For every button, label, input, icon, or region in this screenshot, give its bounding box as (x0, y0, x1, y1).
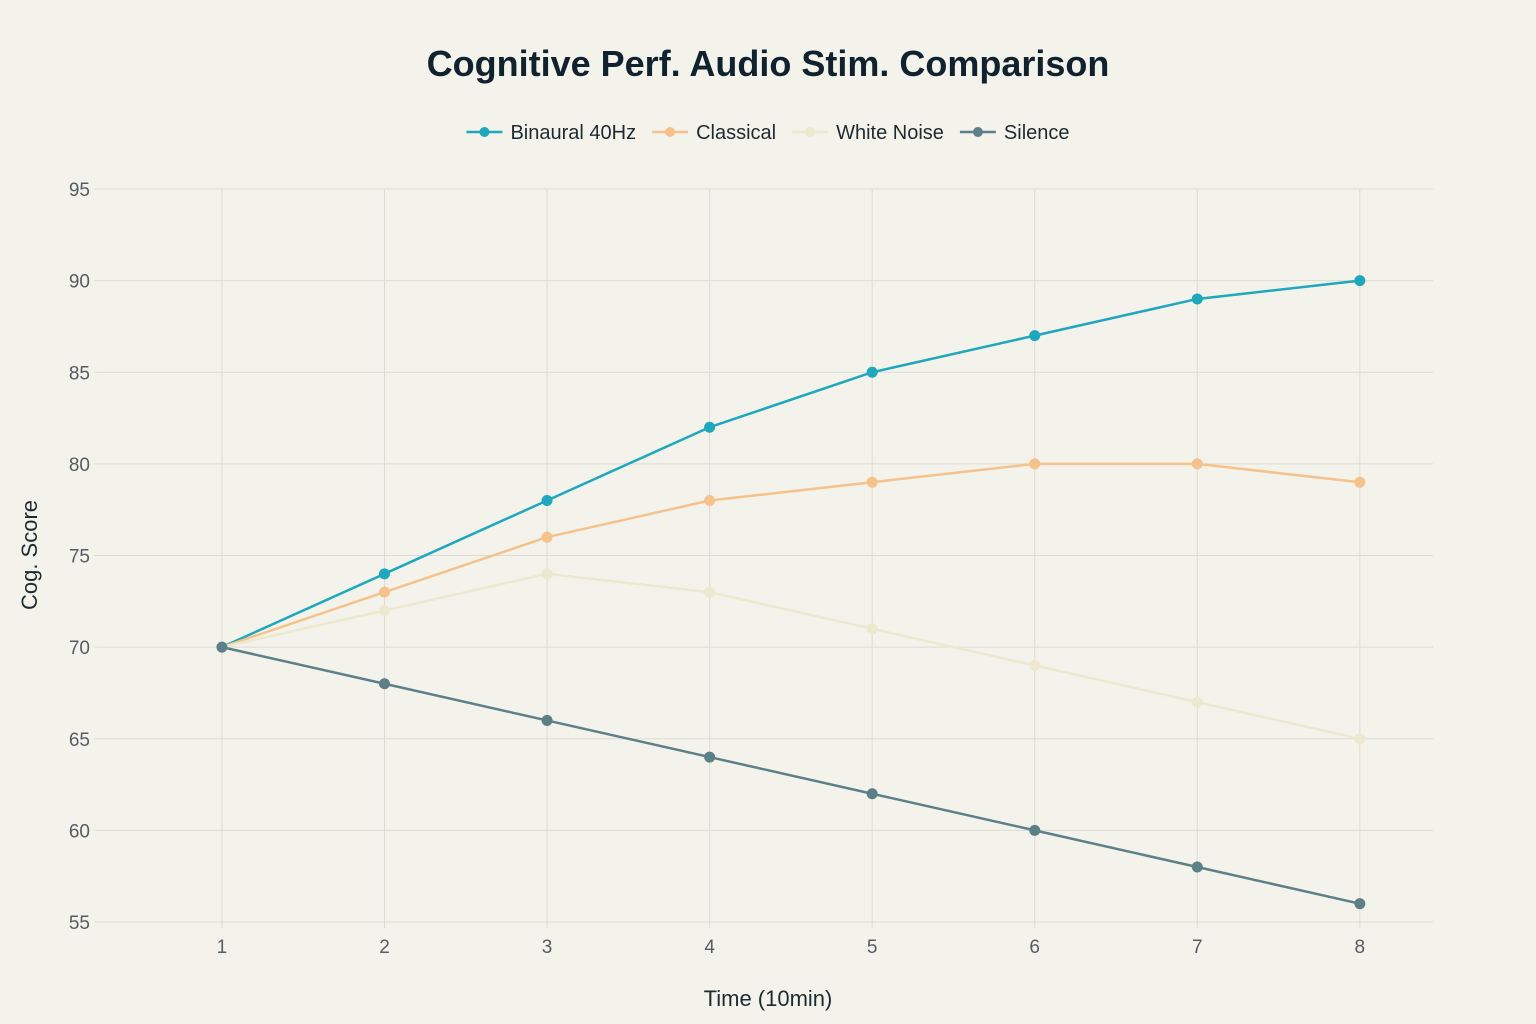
data-point[interactable] (378, 678, 390, 690)
x-tick-label: 3 (542, 937, 553, 958)
x-tick-label: 2 (379, 937, 390, 958)
data-point[interactable] (1354, 898, 1366, 910)
series-layer (216, 275, 1366, 910)
data-point[interactable] (1191, 458, 1203, 470)
x-axis-ticks: 1 2 3 4 5 6 7 8 (217, 922, 1366, 958)
chart-title: Cognitive Perf. Audio Stim. Comparison (427, 43, 1110, 84)
data-point[interactable] (378, 586, 390, 598)
legend: Binaural 40Hz Classical White Noise Silence (466, 122, 1070, 144)
data-point[interactable] (1029, 824, 1041, 836)
data-point[interactable] (541, 531, 553, 543)
data-point[interactable] (216, 641, 228, 653)
series-line (221, 462, 1360, 649)
y-tick-label: 90 (69, 272, 90, 293)
data-point[interactable] (1191, 696, 1203, 708)
legend-label: Binaural 40Hz (510, 122, 636, 144)
y-tick-label: 60 (69, 821, 90, 842)
x-tick-label: 5 (867, 937, 878, 958)
y-tick-label: 75 (69, 547, 90, 568)
series-line (221, 279, 1360, 649)
series-line (221, 572, 1361, 740)
data-point[interactable] (704, 495, 716, 507)
data-point[interactable] (1029, 330, 1041, 342)
legend-item[interactable]: Binaural 40Hz (466, 122, 636, 144)
grid (100, 188, 1433, 923)
y-tick-label: 70 (69, 638, 90, 659)
series-classical (216, 458, 1366, 653)
x-tick-label: 6 (1029, 937, 1040, 958)
data-point[interactable] (541, 714, 553, 726)
x-tick-label: 1 (217, 937, 228, 958)
y-tick-label: 85 (69, 363, 90, 384)
data-point[interactable] (1354, 733, 1366, 745)
data-point[interactable] (541, 568, 553, 580)
y-tick-label: 65 (69, 730, 90, 751)
data-point[interactable] (1029, 458, 1041, 470)
x-tick-label: 7 (1192, 937, 1203, 958)
legend-item[interactable]: Silence (959, 122, 1070, 144)
legend-label: Classical (696, 122, 776, 144)
y-tick-label: 95 (69, 180, 90, 201)
data-point[interactable] (866, 623, 878, 635)
data-point[interactable] (704, 421, 716, 433)
legend-item[interactable]: White Noise (792, 122, 944, 144)
series-silence (216, 641, 1366, 910)
x-tick-label: 8 (1355, 937, 1366, 958)
data-point[interactable] (704, 586, 716, 598)
data-point[interactable] (1191, 861, 1203, 873)
x-tick-label: 4 (704, 937, 715, 958)
y-axis-ticks: 55 60 65 70 75 80 85 90 95 (69, 180, 100, 934)
data-point[interactable] (1029, 659, 1041, 671)
x-axis-title: Time (10min) (704, 986, 833, 1011)
series-line (221, 645, 1361, 905)
legend-swatch-marker (805, 127, 816, 137)
data-point[interactable] (704, 751, 716, 763)
legend-label: Silence (1004, 122, 1070, 144)
legend-swatch-marker (479, 127, 490, 137)
y-axis-title: Cog. Score (17, 500, 42, 610)
data-point[interactable] (1354, 275, 1366, 287)
legend-swatch-marker (972, 127, 983, 137)
data-point[interactable] (1191, 293, 1203, 305)
legend-label: White Noise (836, 122, 944, 144)
data-point[interactable] (378, 604, 390, 616)
y-tick-label: 55 (69, 913, 90, 934)
legend-item[interactable]: Classical (652, 122, 776, 144)
data-point[interactable] (378, 568, 390, 580)
data-point[interactable] (1354, 476, 1366, 488)
series-binaural-40hz (216, 275, 1366, 653)
data-point[interactable] (541, 495, 553, 507)
data-point[interactable] (866, 366, 878, 378)
legend-swatch-marker (665, 127, 676, 137)
data-point[interactable] (866, 788, 878, 800)
data-point[interactable] (866, 476, 878, 488)
y-tick-label: 80 (69, 455, 90, 476)
